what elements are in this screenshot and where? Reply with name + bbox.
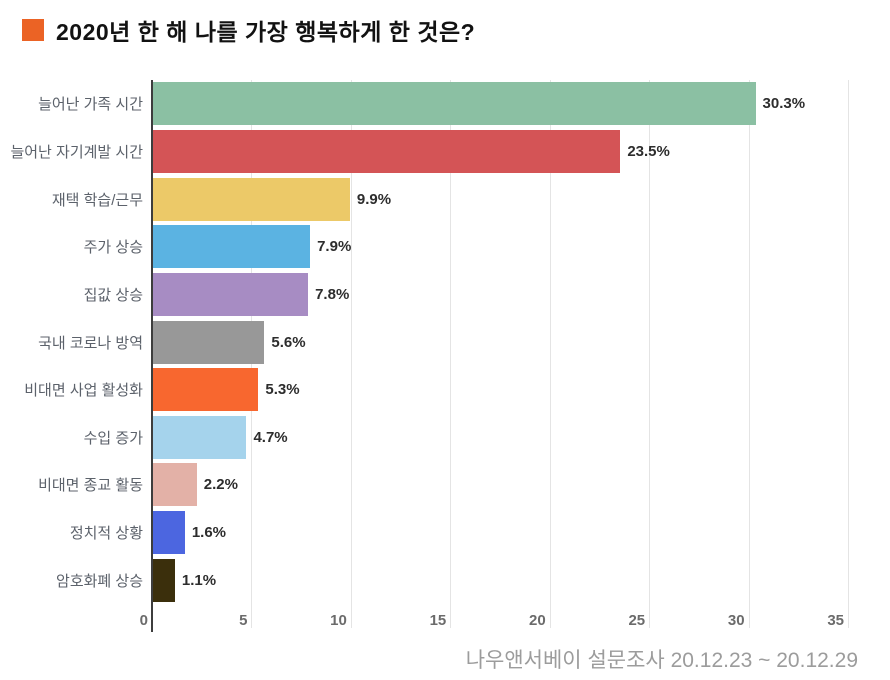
value-label: 4.7%	[253, 428, 288, 446]
gridline	[848, 80, 849, 628]
bar-row: 재택 학습/근무 9.9%	[52, 175, 848, 223]
value-label: 5.3%	[265, 381, 300, 399]
bar	[153, 177, 350, 221]
bar	[153, 368, 259, 412]
x-tick-label: 10	[330, 612, 347, 629]
x-tick-label: 30	[727, 612, 745, 629]
gridline	[649, 80, 651, 628]
bar-row: 국내 코로나 방역 5.6%	[38, 318, 848, 366]
x-tick-label: 0	[139, 612, 148, 629]
category-label: 비대면 사업 활성화	[24, 382, 143, 400]
category-label: 주가 상승	[83, 239, 143, 257]
bar-row: 비대면 사업 활성화 5.3%	[24, 366, 848, 414]
category-label: 비대면 종교 활동	[38, 477, 143, 495]
bar	[153, 320, 265, 364]
value-label: 30.3%	[762, 95, 806, 113]
bar	[153, 82, 756, 126]
category-label: 정치적 상황	[69, 525, 143, 543]
category-label: 국내 코로나 방역	[38, 334, 143, 352]
bar-row: 수입 증가 4.7%	[84, 413, 848, 461]
bar-row: 늘어난 자기계발 시간 23.5%	[10, 128, 848, 176]
value-label: 23.5%	[627, 142, 670, 160]
bar	[153, 558, 175, 602]
value-label: 5.6%	[271, 333, 306, 351]
bar	[153, 129, 621, 173]
value-label: 2.2%	[203, 476, 238, 494]
bar-chart-plot-area: 늘어난 가족 시간 30.3% 늘어난 자기계발 시간 23.5% 재택 학습/근무 9.…	[10, 80, 849, 632]
category-label: 암호화폐 상승	[56, 572, 143, 590]
x-tick-label: 35	[827, 612, 844, 629]
chart-header: 2020년 한 해 나를 가장 행복하게 한 것은?	[22, 13, 475, 47]
value-label: 7.8%	[315, 285, 350, 303]
bar	[153, 511, 185, 555]
y-axis-line	[151, 80, 153, 632]
bar-row: 집값 상승 7.8%	[84, 271, 848, 319]
bar-row: 늘어난 가족 시간 30.3%	[38, 80, 848, 128]
gridline	[350, 80, 352, 628]
bar	[153, 463, 197, 507]
bar-row: 암호화폐 상승 1.1%	[56, 556, 848, 604]
value-label: 7.9%	[317, 238, 352, 256]
value-label: 1.6%	[191, 524, 227, 542]
gridline	[450, 80, 452, 628]
page-title: 2020년 한 해 나를 가장 행복하게 한 것은?	[56, 19, 476, 45]
category-label: 늘어난 가족 시간	[38, 96, 143, 114]
bar-row: 주가 상승 7.9%	[84, 223, 848, 271]
bar-row: 정치적 상황 1.6%	[70, 509, 848, 557]
x-tick-label: 25	[628, 612, 646, 629]
gridline	[748, 80, 750, 628]
bar	[153, 272, 309, 316]
source-caption: 나우앤서베이 설문조사 20.12.23 ~ 20.12.29	[465, 649, 858, 672]
title-bullet-icon	[22, 19, 44, 41]
bar	[153, 225, 311, 269]
category-label: 늘어난 자기계발 시간	[10, 143, 143, 161]
bar-row: 비대면 종교 활동 2.2%	[38, 461, 848, 509]
x-tick-label: 15	[429, 612, 447, 629]
category-label: 집값 상승	[83, 286, 143, 304]
category-label: 재택 학습/근무	[51, 191, 143, 209]
bar	[153, 415, 247, 459]
value-label: 9.9%	[356, 190, 392, 208]
x-tick-label: 20	[529, 612, 546, 629]
category-label: 수입 증가	[83, 429, 143, 447]
value-label: 1.1%	[181, 571, 217, 589]
x-axis: 0 5 10 15 20 25 30 35	[140, 612, 848, 634]
x-tick-label: 5	[239, 612, 248, 629]
gridline	[549, 80, 551, 628]
bar-rows: 늘어난 가족 시간 30.3% 늘어난 자기계발 시간 23.5% 재택 학습/근무 9.…	[10, 80, 848, 604]
